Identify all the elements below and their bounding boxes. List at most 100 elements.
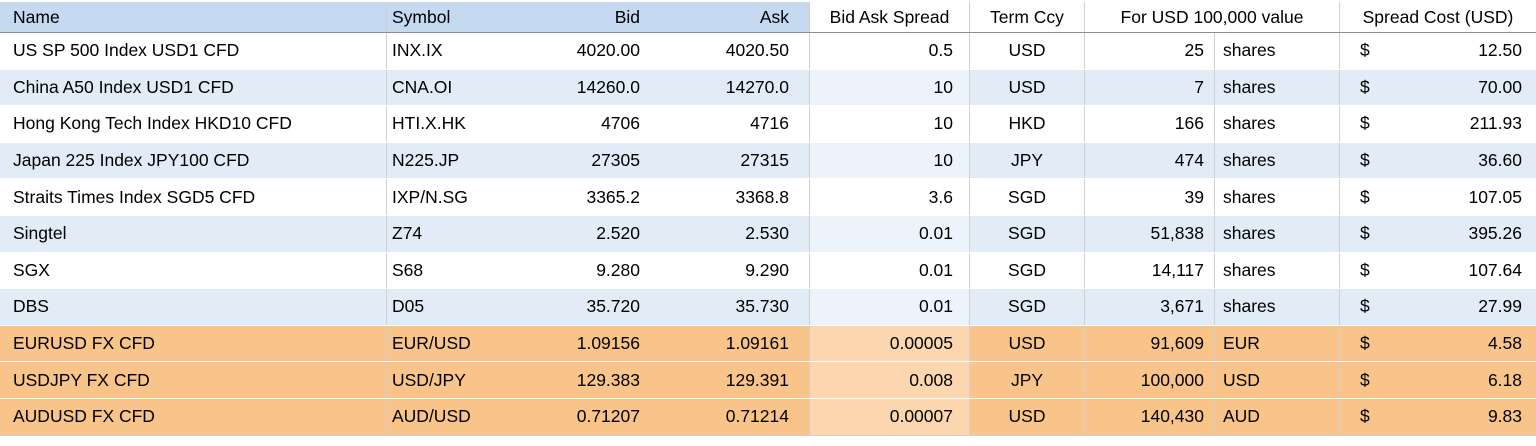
cell-ask[interactable]: 14270.0 [650, 69, 810, 106]
cell-symbol[interactable]: N225.JP [387, 142, 512, 179]
cell-value-quantity[interactable]: 14,117 [1085, 252, 1215, 289]
cell-name[interactable]: DBS [0, 289, 387, 325]
cell-value-unit[interactable]: shares [1215, 142, 1340, 179]
cell-bid-ask-spread[interactable]: 10 [810, 106, 970, 142]
cell-name[interactable]: China A50 Index USD1 CFD [0, 69, 387, 106]
cell-term-ccy[interactable]: JPY [970, 142, 1085, 179]
cell-spread-cost[interactable]: $ 70.00 [1340, 69, 1536, 106]
cell-ask[interactable]: 2.530 [650, 215, 810, 252]
cell-term-ccy[interactable]: SGD [970, 179, 1085, 215]
cell-bid-ask-spread[interactable]: 0.5 [810, 33, 970, 69]
cell-value-unit[interactable]: AUD [1215, 398, 1340, 435]
cell-value-unit[interactable]: EUR [1215, 325, 1340, 362]
cell-bid-ask-spread[interactable]: 0.01 [810, 215, 970, 252]
header-name[interactable]: Name [0, 2, 387, 32]
cell-bid-ask-spread[interactable]: 0.01 [810, 252, 970, 289]
cell-value-quantity[interactable]: 91,609 [1085, 325, 1215, 362]
cell-bid[interactable]: 129.383 [512, 362, 650, 398]
cell-ask[interactable]: 0.71214 [650, 398, 810, 435]
cell-spread-cost[interactable]: $ 107.64 [1340, 253, 1536, 289]
cell-symbol[interactable]: CNA.OI [387, 69, 512, 106]
cell-term-ccy[interactable]: USD [970, 325, 1085, 362]
cell-value-quantity[interactable]: 25 [1085, 33, 1215, 69]
cell-bid[interactable]: 27305 [512, 142, 650, 179]
cell-value-unit[interactable]: USD [1215, 362, 1340, 398]
cell-value-unit[interactable]: shares [1215, 289, 1340, 325]
cell-name[interactable]: SGX [0, 252, 387, 289]
cell-ask[interactable]: 9.290 [650, 252, 810, 289]
cell-symbol[interactable]: Z74 [387, 215, 512, 252]
cell-value-unit[interactable]: shares [1215, 252, 1340, 289]
cell-name[interactable]: Hong Kong Tech Index HKD10 CFD [0, 106, 387, 142]
cell-spread-cost[interactable]: $ 12.50 [1340, 33, 1536, 69]
cell-name[interactable]: USDJPY FX CFD [0, 362, 387, 398]
cell-symbol[interactable]: IXP/N.SG [392, 186, 468, 207]
cell-symbol[interactable]: HTI.X.HK [392, 113, 466, 134]
cell-symbol[interactable]: INX.IX [392, 40, 443, 61]
cell-symbol[interactable]: EUR/USD [387, 325, 512, 362]
cell-ask[interactable]: 27315 [650, 142, 810, 179]
cell-name[interactable]: US SP 500 Index USD1 CFD [0, 33, 387, 69]
cell-ask[interactable]: 3368.8 [650, 179, 810, 215]
cell-name[interactable]: Singtel [0, 215, 387, 252]
cell-bid-ask-spread[interactable]: 0.01 [810, 289, 970, 325]
cell-value-quantity[interactable]: 7 [1085, 69, 1215, 106]
cell-name[interactable]: Straits Times Index SGD5 CFD [0, 179, 387, 215]
cell-bid[interactable]: 2.520 [512, 215, 650, 252]
cell-spread-cost[interactable]: $ 6.18 [1340, 362, 1536, 398]
cell-term-ccy[interactable]: USD [970, 69, 1085, 106]
cell-bid-ask-spread[interactable]: 10 [810, 142, 970, 179]
cell-value-unit[interactable]: shares [1215, 215, 1340, 252]
header-term-ccy[interactable]: Term Ccy [970, 2, 1085, 32]
cell-ask[interactable]: 1.09161 [650, 325, 810, 362]
cell-ask[interactable]: 4020.50 [650, 33, 810, 69]
cell-term-ccy[interactable]: USD [970, 33, 1085, 69]
cell-term-ccy[interactable]: SGD [970, 289, 1085, 325]
cell-ask[interactable]: 4716 [650, 106, 810, 142]
cell-bid-ask-spread[interactable]: 0.00005 [810, 325, 970, 362]
cell-term-ccy[interactable]: USD [970, 398, 1085, 435]
header-ask[interactable]: Ask [650, 2, 810, 32]
header-spread-cost[interactable]: Spread Cost (USD) [1362, 6, 1514, 27]
header-bid[interactable]: Bid [512, 2, 650, 32]
cell-bid-ask-spread[interactable]: 10 [810, 69, 970, 106]
cell-symbol[interactable]: D05 [387, 289, 512, 325]
cell-spread-cost[interactable]: $ 4.58 [1340, 325, 1536, 362]
cell-value-unit[interactable]: shares [1215, 69, 1340, 106]
cell-name[interactable]: AUDUSD FX CFD [0, 398, 387, 435]
cell-term-ccy[interactable]: JPY [970, 362, 1085, 398]
cell-bid-ask-spread[interactable]: 3.6 [810, 179, 970, 215]
cell-term-ccy[interactable]: SGD [970, 215, 1085, 252]
cell-bid[interactable]: 4020.00 [576, 40, 640, 61]
header-symbol[interactable]: Symbol [387, 2, 512, 32]
cell-spread-cost[interactable]: $ 211.93 [1340, 106, 1536, 142]
cell-bid[interactable]: 3365.2 [586, 186, 640, 207]
cell-symbol[interactable]: S68 [392, 259, 424, 280]
cell-bid[interactable]: 35.720 [512, 289, 650, 325]
header-bid-ask-spread[interactable]: Bid Ask Spread [810, 2, 970, 32]
cell-term-ccy[interactable]: SGD [970, 252, 1085, 289]
cell-bid[interactable]: 4706 [601, 113, 640, 134]
cell-symbol[interactable]: USD/JPY [387, 362, 512, 398]
cell-value-unit[interactable]: shares [1215, 33, 1340, 69]
cell-value-quantity[interactable]: 100,000 [1085, 362, 1215, 398]
cell-value-quantity[interactable]: 3,671 [1085, 289, 1215, 325]
cell-value-quantity[interactable]: 39 [1085, 179, 1215, 215]
cell-spread-cost[interactable]: $ 395.26 [1340, 215, 1536, 252]
cell-value-quantity[interactable]: 51,838 [1085, 215, 1215, 252]
cell-bid-ask-spread[interactable]: 0.00007 [810, 398, 970, 435]
cell-bid[interactable]: 9.280 [596, 259, 640, 280]
cell-spread-cost[interactable]: $ 36.60 [1340, 142, 1536, 179]
cell-value-quantity[interactable]: 166 [1085, 106, 1215, 142]
cell-bid[interactable]: 14260.0 [512, 69, 650, 106]
cell-value-quantity[interactable]: 140,430 [1085, 398, 1215, 435]
cell-bid[interactable]: 1.09156 [512, 325, 650, 362]
header-for-usd-value[interactable]: For USD 100,000 value [1085, 2, 1340, 32]
cell-term-ccy[interactable]: HKD [970, 106, 1085, 142]
cell-value-quantity[interactable]: 474 [1085, 142, 1215, 179]
cell-value-unit[interactable]: shares [1215, 106, 1340, 142]
cell-symbol[interactable]: AUD/USD [387, 398, 512, 435]
cell-value-unit[interactable]: shares [1215, 179, 1340, 215]
cell-bid-ask-spread[interactable]: 0.008 [810, 362, 970, 398]
cell-name[interactable]: EURUSD FX CFD [0, 325, 387, 362]
